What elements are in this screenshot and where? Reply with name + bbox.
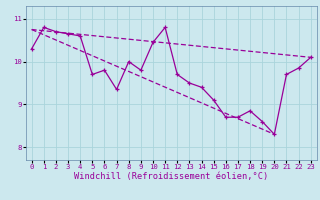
- X-axis label: Windchill (Refroidissement éolien,°C): Windchill (Refroidissement éolien,°C): [74, 172, 268, 181]
